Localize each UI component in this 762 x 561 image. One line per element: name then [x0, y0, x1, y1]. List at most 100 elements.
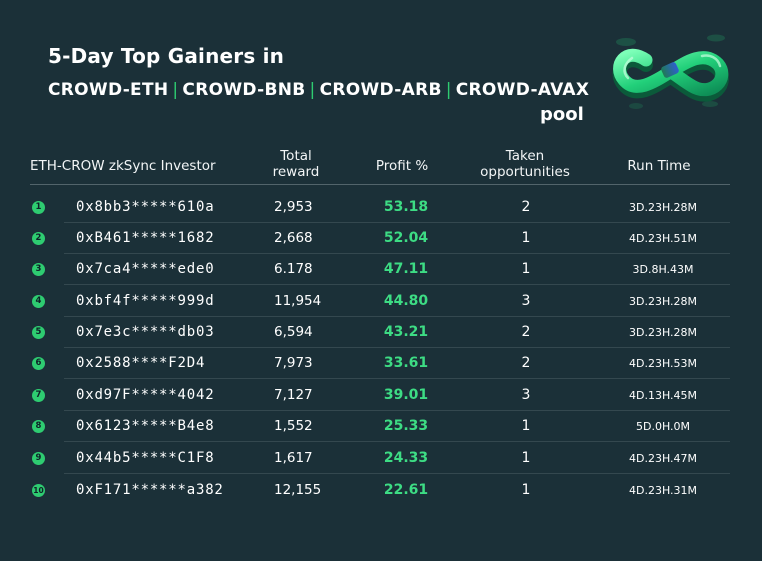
taken-opportunities: 2 [521, 355, 531, 371]
profit-percent: 39.01 [383, 387, 429, 403]
header-taken-line1: Taken [505, 148, 545, 164]
total-reward: 12,155 [274, 482, 322, 498]
rank-badge: 2 [32, 232, 45, 245]
run-time: 3D.23H.28M [628, 326, 698, 339]
investor-address: 0x44b5*****C1F8 [76, 450, 215, 466]
row-divider [64, 441, 730, 442]
rank-badge: 8 [32, 420, 45, 433]
total-reward: 1,617 [274, 450, 313, 466]
run-time: 3D.23H.28M [628, 201, 698, 214]
title-line-1: 5-Day Top Gainers in [48, 44, 285, 68]
rank-badge: 9 [32, 452, 45, 465]
run-time: 4D.23H.47M [628, 452, 698, 465]
investor-address: 0x7e3c*****db03 [76, 324, 215, 340]
pool-separator: | [445, 80, 452, 100]
rank-badge: 5 [32, 326, 45, 339]
row-divider [64, 473, 730, 474]
header-taken-line2: opportunities [480, 164, 570, 180]
rank-badge: 10 [32, 484, 45, 497]
investor-address: 0xB461*****1682 [76, 230, 215, 246]
run-time: 4D.13H.45M [628, 389, 698, 402]
row-divider [64, 253, 730, 254]
taken-opportunities: 3 [521, 293, 531, 309]
table-row: 10 0xF171******a382 12,155 22.61 1 4D.23… [30, 475, 730, 506]
taken-opportunities: 1 [521, 450, 531, 466]
table-row: 5 0x7e3c*****db03 6,594 43.21 2 3D.23H.2… [30, 317, 730, 348]
taken-opportunities: 1 [521, 261, 531, 277]
investor-address: 0xbf4f*****999d [76, 293, 215, 309]
investor-address: 0xF171******a382 [76, 482, 224, 498]
table-row: 2 0xB461*****1682 2,668 52.04 1 4D.23H.5… [30, 223, 730, 254]
rank-badge: 3 [32, 263, 45, 276]
pool-name: CROWD-AVAX [455, 80, 590, 100]
taken-opportunities: 2 [521, 324, 531, 340]
table-row: 1 0x8bb3*****610a 2,953 53.18 2 3D.23H.2… [30, 192, 730, 223]
table-row: 7 0xd97F*****4042 7,127 39.01 3 4D.13H.4… [30, 380, 730, 411]
total-reward: 2,668 [274, 230, 313, 246]
rank-badge: 1 [32, 201, 45, 214]
taken-opportunities: 2 [521, 199, 531, 215]
total-reward: 6.178 [274, 261, 313, 277]
table-row: 6 0x2588****F2D4 7,973 33.61 2 4D.23H.53… [30, 348, 730, 379]
header-total-reward: Total reward [256, 148, 336, 180]
table-row: 9 0x44b5*****C1F8 1,617 24.33 1 4D.23H.4… [30, 443, 730, 474]
row-divider [64, 378, 730, 379]
profit-percent: 44.80 [383, 293, 429, 309]
header-divider [30, 184, 730, 185]
pool-name: CROWD-ARB [319, 80, 442, 100]
investor-address: 0x6123*****B4e8 [76, 418, 215, 434]
profit-percent: 43.21 [383, 324, 429, 340]
pool-separator: | [172, 80, 179, 100]
header-reward-line1: Total [280, 148, 312, 164]
pool-name: CROWD-ETH [48, 80, 169, 100]
header-run-time: Run Time [627, 158, 691, 174]
table-row: 4 0xbf4f*****999d 11,954 44.80 3 3D.23H.… [30, 286, 730, 317]
total-reward: 7,973 [274, 355, 313, 371]
rank-badge: 6 [32, 357, 45, 370]
table-row: 8 0x6123*****B4e8 1,552 25.33 1 5D.0H.0M [30, 411, 730, 442]
profit-percent: 25.33 [383, 418, 429, 434]
rank-badge: 4 [32, 295, 45, 308]
total-reward: 11,954 [274, 293, 322, 309]
run-time: 3D.8H.43M [632, 263, 694, 276]
taken-opportunities: 1 [521, 230, 531, 246]
title-line-3: pool [540, 104, 584, 125]
rank-badge: 7 [32, 389, 45, 402]
total-reward: 7,127 [274, 387, 313, 403]
pool-separator: | [309, 80, 316, 100]
total-reward: 1,552 [274, 418, 313, 434]
row-divider [64, 222, 730, 223]
infinity-logo-icon [612, 34, 729, 109]
title-pools: CROWD-ETH | CROWD-BNB | CROWD-ARB | CROWD-AVAX [48, 80, 589, 100]
profit-percent: 33.61 [383, 355, 429, 371]
row-divider [64, 284, 730, 285]
profit-percent: 22.61 [383, 482, 429, 498]
header-taken-opportunities: Taken opportunities [466, 148, 584, 180]
profit-percent: 52.04 [383, 230, 429, 246]
row-divider [64, 347, 730, 348]
run-time: 5D.0H.0M [635, 420, 691, 433]
investor-address: 0x2588****F2D4 [76, 355, 206, 371]
investor-address: 0x8bb3*****610a [76, 199, 215, 215]
taken-opportunities: 1 [521, 482, 531, 498]
investor-address: 0x7ca4*****ede0 [76, 261, 215, 277]
table-row: 3 0x7ca4*****ede0 6.178 47.11 1 3D.8H.43… [30, 254, 730, 285]
pool-name: CROWD-BNB [182, 80, 306, 100]
header-reward-line2: reward [272, 164, 320, 180]
taken-opportunities: 3 [521, 387, 531, 403]
profit-percent: 53.18 [383, 199, 429, 215]
profit-percent: 47.11 [383, 261, 429, 277]
total-reward: 2,953 [274, 199, 313, 215]
run-time: 3D.23H.28M [628, 295, 698, 308]
row-divider [64, 316, 730, 317]
taken-opportunities: 1 [521, 418, 531, 434]
investor-address: 0xd97F*****4042 [76, 387, 215, 403]
row-divider [64, 410, 730, 411]
run-time: 4D.23H.53M [628, 357, 698, 370]
run-time: 4D.23H.51M [628, 232, 698, 245]
profit-percent: 24.33 [383, 450, 429, 466]
run-time: 4D.23H.31M [628, 484, 698, 497]
header-profit: Profit % [375, 158, 429, 174]
header-investor: ETH-CROW zkSync Investor [30, 158, 216, 174]
